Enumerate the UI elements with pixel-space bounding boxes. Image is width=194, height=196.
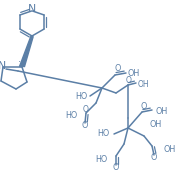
Text: N: N bbox=[0, 61, 6, 71]
Text: O: O bbox=[151, 152, 157, 162]
Text: ···: ··· bbox=[18, 57, 28, 67]
Text: O: O bbox=[115, 64, 121, 73]
Text: OH: OH bbox=[150, 120, 162, 129]
Text: HO: HO bbox=[95, 155, 107, 164]
Text: OH: OH bbox=[164, 145, 176, 154]
Text: O: O bbox=[82, 121, 88, 130]
Text: HO: HO bbox=[66, 111, 78, 120]
Text: OH: OH bbox=[128, 68, 140, 77]
Text: O: O bbox=[83, 104, 89, 113]
Text: O: O bbox=[126, 75, 132, 84]
Text: HO: HO bbox=[75, 92, 87, 101]
Text: HO: HO bbox=[98, 130, 110, 139]
Text: O: O bbox=[113, 163, 119, 172]
Text: O: O bbox=[141, 102, 147, 111]
Text: OH: OH bbox=[155, 106, 167, 115]
Text: N: N bbox=[28, 4, 36, 14]
Text: OH: OH bbox=[138, 80, 150, 89]
Polygon shape bbox=[20, 36, 33, 66]
